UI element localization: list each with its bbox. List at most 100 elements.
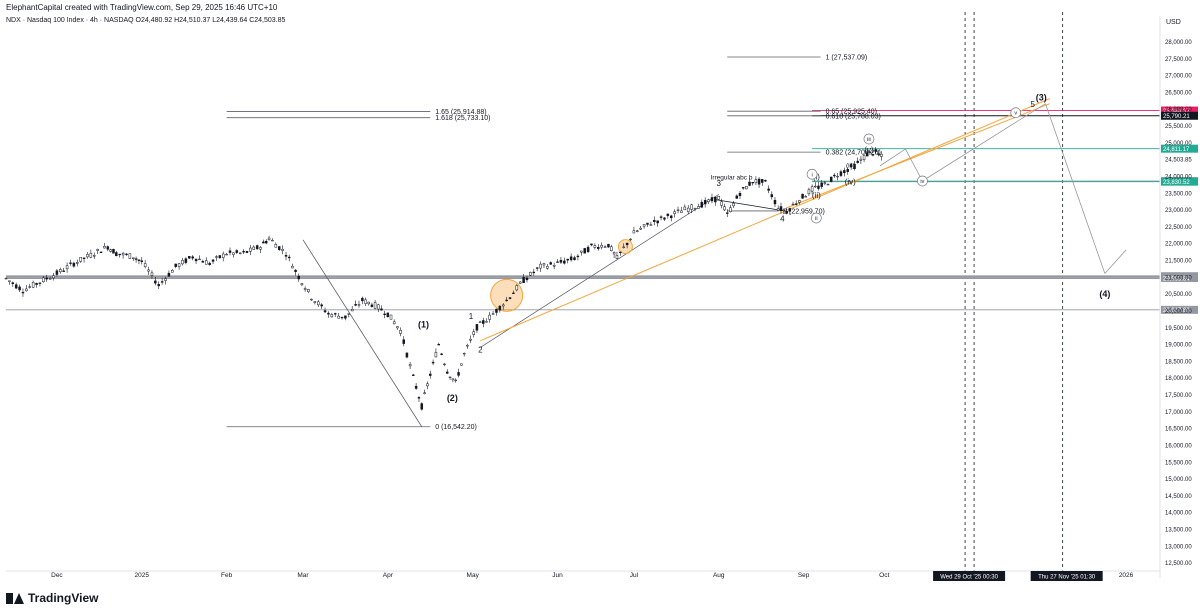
currency-label[interactable]: USD	[1166, 19, 1181, 26]
candle-body	[157, 284, 160, 287]
candle-body	[303, 288, 307, 290]
candle-body	[140, 260, 144, 262]
price-level-badge	[1161, 177, 1198, 186]
candle-body	[782, 209, 786, 211]
price-level-label: 25,790.21	[1163, 114, 1190, 120]
candle-body	[673, 211, 676, 214]
candle-body	[859, 158, 863, 161]
price-tick-label: 22,500.00	[1165, 225, 1192, 231]
chart-attribution: ElephantCapital created with TradingView…	[6, 3, 278, 12]
candle-body	[642, 224, 646, 227]
candle-body	[823, 182, 827, 184]
candle-body	[764, 179, 767, 182]
price-tick-label: 17,500.00	[1165, 393, 1192, 399]
projection-line	[922, 103, 1046, 182]
candle-body	[235, 250, 239, 253]
tradingview-logo[interactable]: TradingView	[6, 591, 98, 605]
candle-body	[238, 252, 242, 254]
price-tick-label: 23,500.00	[1165, 191, 1192, 197]
candle-body	[380, 308, 383, 311]
candle-body	[405, 352, 409, 358]
candle-body	[583, 248, 586, 254]
candle-body	[52, 275, 55, 279]
wave-label: (2)	[447, 393, 458, 403]
highlight-circle	[617, 239, 633, 255]
time-tick-label: Feb	[221, 572, 233, 579]
candle-body	[738, 193, 742, 196]
candle-body	[62, 270, 65, 272]
candle-body	[735, 195, 739, 199]
candle-body	[201, 261, 205, 263]
candle-body	[843, 170, 846, 174]
candle-body	[373, 302, 377, 309]
time-badge	[1030, 571, 1103, 581]
candle-body	[115, 252, 118, 257]
candle-body	[580, 250, 583, 253]
time-badge	[933, 571, 1006, 581]
candle-body	[392, 321, 396, 325]
candle-body	[590, 243, 593, 246]
candle-body	[383, 313, 386, 315]
time-tick-label: Aug	[713, 572, 725, 579]
candle-body	[143, 263, 147, 267]
circled-wave-marker	[917, 175, 928, 187]
candle-body	[252, 246, 256, 250]
candle-body	[829, 176, 833, 182]
candle-body	[569, 256, 573, 261]
candle-body	[472, 331, 476, 335]
candle-body	[106, 246, 110, 250]
candle-body	[99, 251, 103, 253]
projection-line	[879, 148, 906, 167]
candle-body	[615, 255, 619, 259]
price-level-badge	[1161, 111, 1198, 120]
candle-body	[28, 286, 32, 288]
candle-body	[262, 241, 265, 244]
candle-body	[364, 299, 367, 304]
candle-body	[801, 193, 804, 199]
candle-body	[271, 239, 274, 242]
candle-body	[720, 201, 723, 206]
candle-body	[174, 263, 177, 267]
candle-body	[377, 304, 380, 310]
candle-body	[429, 373, 432, 376]
wave-label: 1	[469, 312, 474, 321]
candle-body	[636, 230, 639, 232]
candle-body	[121, 252, 125, 256]
candle-body	[794, 203, 798, 205]
candle-body	[150, 272, 154, 276]
time-badge-label: Wed 29 Oct '25 00:30	[940, 574, 998, 580]
candle-body	[656, 220, 659, 224]
highlight-circle	[490, 278, 524, 312]
candle-body	[69, 262, 72, 264]
circled-wave-marker	[863, 133, 875, 145]
candle-body	[770, 194, 774, 198]
price-tick-label: 28,000.00	[1165, 40, 1192, 46]
candle-body	[751, 181, 754, 184]
candle-body	[498, 305, 502, 311]
wave-line	[714, 199, 787, 212]
candle-body	[529, 272, 532, 276]
price-tick-label: 22,000.00	[1165, 242, 1192, 248]
candle-body	[284, 255, 288, 257]
candle-body	[399, 329, 402, 334]
candle-body	[723, 206, 726, 211]
price-tick-label: 25,500.00	[1165, 124, 1192, 130]
price-level-label: 24,811.17	[1163, 147, 1190, 153]
circled-wave-label: iv	[920, 179, 924, 185]
candle-body	[249, 247, 252, 252]
candle-body	[194, 258, 198, 262]
candle-body	[4, 277, 8, 280]
candle-body	[103, 245, 106, 249]
candle-body	[542, 263, 546, 266]
candle-body	[228, 250, 232, 253]
price-tick-label: 16,000.00	[1165, 443, 1192, 449]
candle-body	[754, 179, 758, 184]
candle-body	[814, 185, 817, 188]
candle-body	[310, 298, 313, 301]
wave-label: 4	[780, 214, 785, 223]
candle-body	[798, 200, 801, 203]
candle-body	[48, 278, 52, 280]
candle-body	[454, 379, 457, 382]
candle-body	[451, 378, 455, 381]
